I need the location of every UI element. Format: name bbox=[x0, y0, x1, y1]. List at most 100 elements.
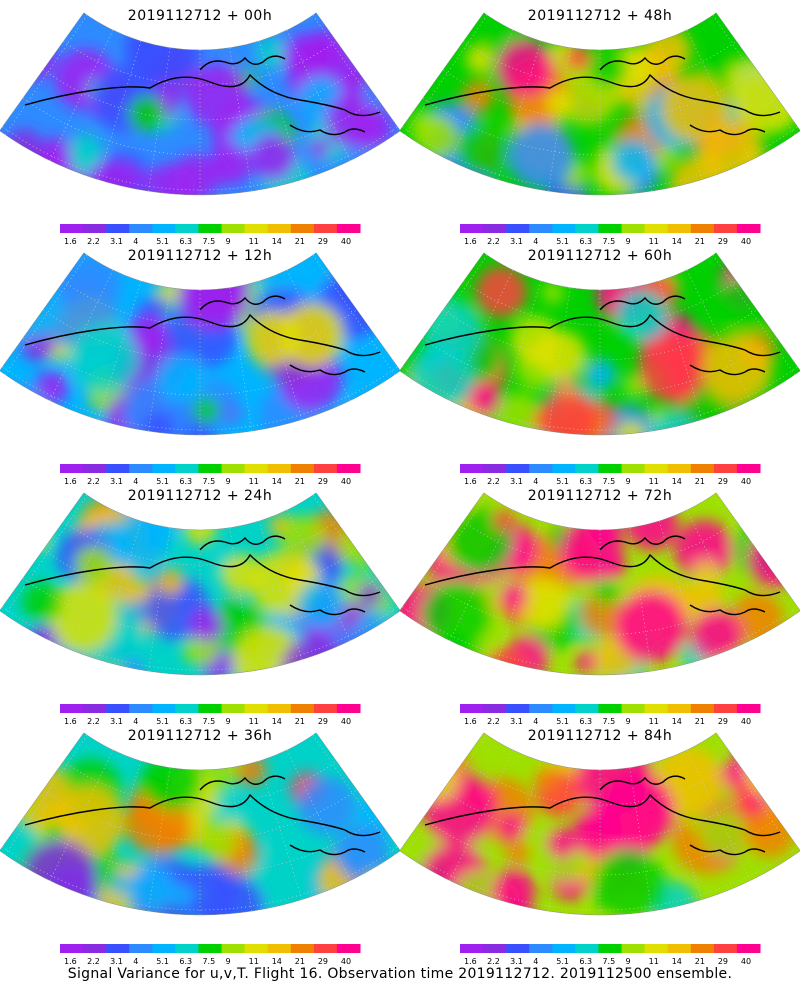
colorbar: 1.6 2.2 3.1 4 5.1 6.3 7.5 9 11 14 21 29 40 bbox=[460, 224, 761, 246]
colorbar-label: 5.1 bbox=[556, 717, 569, 726]
colorbar: 1.6 2.2 3.1 4 5.1 6.3 7.5 9 11 14 21 29 40 bbox=[60, 224, 361, 246]
colorbar-label: 5.1 bbox=[556, 237, 569, 246]
colorbar-label: 1.6 bbox=[464, 477, 477, 486]
variance-map bbox=[0, 252, 400, 436]
colorbar-label: 9 bbox=[226, 717, 231, 726]
colorbar-label: 7.5 bbox=[202, 717, 215, 726]
colorbar-label: 9 bbox=[226, 237, 231, 246]
colorbar-swatch bbox=[152, 704, 176, 713]
colorbar-label: 6.3 bbox=[579, 237, 592, 246]
colorbar-swatch bbox=[83, 464, 107, 473]
panel-title: 2019112712 + 36h bbox=[127, 728, 273, 744]
colorbar-swatch bbox=[336, 944, 361, 953]
colorbar-label: 11 bbox=[649, 237, 659, 246]
colorbar: 1.6 2.2 3.1 4 5.1 6.3 7.5 9 11 14 21 29 40 bbox=[60, 944, 361, 966]
colorbar-label: 21 bbox=[295, 717, 305, 726]
colorbar-label: 1.6 bbox=[64, 477, 77, 486]
colorbar-swatch bbox=[460, 224, 484, 233]
colorbar-label: 2.2 bbox=[487, 957, 500, 966]
colorbar-label: 21 bbox=[695, 957, 705, 966]
panel-title: 2019112712 + 72h bbox=[527, 488, 673, 504]
colorbar-label: 7.5 bbox=[202, 237, 215, 246]
colorbar-label: 3.1 bbox=[510, 717, 523, 726]
colorbar-swatch bbox=[460, 464, 484, 473]
map-panel: 2019112712 + 24h 1.6 2.2 3.1 4 5.1 6.3 7.5 9 11 14… bbox=[0, 480, 400, 726]
colorbar-label: 1.6 bbox=[64, 237, 77, 246]
colorbar-swatch bbox=[667, 704, 692, 713]
colorbar-label: 29 bbox=[718, 717, 728, 726]
colorbar-label: 3.1 bbox=[110, 717, 123, 726]
figure-caption: Signal Variance for u,v,T. Flight 16. Ob… bbox=[67, 966, 733, 982]
colorbar-swatch bbox=[244, 464, 269, 473]
colorbar-swatch bbox=[736, 944, 761, 953]
colorbar-label: 29 bbox=[318, 477, 328, 486]
colorbar-swatch bbox=[621, 224, 646, 233]
colorbar-swatch bbox=[336, 464, 361, 473]
colorbar: 1.6 2.2 3.1 4 5.1 6.3 7.5 9 11 14 21 29 40 bbox=[60, 704, 361, 726]
colorbar-label: 2.2 bbox=[87, 237, 100, 246]
colorbar-swatch bbox=[221, 704, 246, 713]
colorbar-swatch bbox=[152, 464, 176, 473]
colorbar-swatch bbox=[713, 704, 738, 713]
colorbar-swatch bbox=[529, 464, 553, 473]
colorbar-swatch bbox=[198, 944, 223, 953]
colorbar-swatch bbox=[690, 944, 715, 953]
colorbar-label: 9 bbox=[626, 717, 631, 726]
colorbar-label: 11 bbox=[249, 717, 259, 726]
colorbar-swatch bbox=[221, 224, 246, 233]
colorbar-swatch bbox=[267, 464, 292, 473]
colorbar-label: 40 bbox=[741, 477, 751, 486]
colorbar-swatch bbox=[506, 944, 530, 953]
colorbar-swatch bbox=[83, 224, 107, 233]
colorbar-label: 2.2 bbox=[87, 957, 100, 966]
colorbar-swatch bbox=[690, 704, 715, 713]
colorbar-label: 11 bbox=[649, 477, 659, 486]
colorbar-label: 29 bbox=[318, 237, 328, 246]
colorbar-swatch bbox=[506, 224, 530, 233]
colorbar-label: 2.2 bbox=[487, 237, 500, 246]
colorbar-swatch bbox=[667, 944, 692, 953]
colorbar-swatch bbox=[552, 704, 576, 713]
colorbar-label: 1.6 bbox=[64, 957, 77, 966]
variance-map bbox=[0, 732, 400, 916]
colorbar-label: 7.5 bbox=[602, 477, 615, 486]
colorbar-swatch bbox=[506, 704, 530, 713]
colorbar-label: 4 bbox=[133, 717, 138, 726]
colorbar-label: 3.1 bbox=[510, 477, 523, 486]
colorbar: 1.6 2.2 3.1 4 5.1 6.3 7.5 9 11 14 21 29 40 bbox=[60, 464, 361, 486]
colorbar-label: 40 bbox=[341, 477, 351, 486]
colorbar-swatch bbox=[198, 464, 223, 473]
colorbar-swatch bbox=[575, 944, 599, 953]
colorbar-label: 3.1 bbox=[510, 237, 523, 246]
colorbar-swatch bbox=[644, 464, 669, 473]
colorbar-label: 2.2 bbox=[487, 477, 500, 486]
colorbar-swatch bbox=[175, 224, 199, 233]
colorbar-swatch bbox=[552, 224, 576, 233]
map-panel: 2019112712 + 12h 1.6 2.2 3.1 4 5.1 6.3 7.5 9 11 14… bbox=[0, 240, 400, 486]
colorbar-swatch bbox=[198, 224, 223, 233]
colorbar-swatch bbox=[483, 224, 507, 233]
colorbar-swatch bbox=[106, 224, 130, 233]
colorbar-label: 21 bbox=[695, 237, 705, 246]
colorbar-label: 14 bbox=[672, 477, 682, 486]
colorbar-swatch bbox=[60, 224, 84, 233]
colorbar-label: 40 bbox=[741, 957, 751, 966]
panel-title: 2019112712 + 00h bbox=[127, 8, 273, 24]
colorbar-swatch bbox=[598, 704, 623, 713]
map-panel: 2019112712 + 36h 1.6 2.2 3.1 4 5.1 6.3 7.5 9 11 14… bbox=[0, 720, 400, 966]
colorbar-label: 7.5 bbox=[602, 957, 615, 966]
colorbar-label: 6.3 bbox=[179, 957, 192, 966]
colorbar-swatch bbox=[313, 944, 338, 953]
colorbar-label: 11 bbox=[649, 957, 659, 966]
colorbar-label: 11 bbox=[649, 717, 659, 726]
colorbar-label: 4 bbox=[533, 717, 538, 726]
colorbar-swatch bbox=[313, 224, 338, 233]
colorbar-label: 29 bbox=[318, 717, 328, 726]
colorbar-label: 6.3 bbox=[179, 237, 192, 246]
colorbar-swatch bbox=[552, 944, 576, 953]
colorbar-swatch bbox=[221, 944, 246, 953]
colorbar-swatch bbox=[244, 224, 269, 233]
colorbar-label: 7.5 bbox=[602, 717, 615, 726]
colorbar-label: 7.5 bbox=[202, 477, 215, 486]
colorbar-label: 14 bbox=[672, 957, 682, 966]
